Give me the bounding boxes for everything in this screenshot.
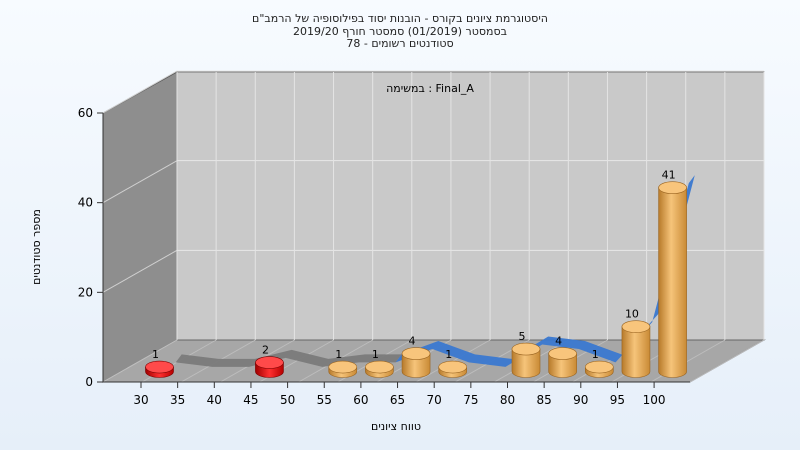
x-tick-label: 30 xyxy=(133,393,148,407)
bar-body xyxy=(548,353,577,378)
bar-cap xyxy=(438,360,468,374)
bar-cap xyxy=(401,347,431,360)
trend-ribbon-blue xyxy=(395,175,695,367)
x-tick-label: 75 xyxy=(463,393,478,407)
bar: 1 xyxy=(145,348,174,378)
bar-cap xyxy=(511,342,541,356)
x-tick-label: 40 xyxy=(207,393,222,407)
chart-title: היסטוגרמת ציונים בקורס - הובנות יסוד בפי… xyxy=(252,12,548,50)
bar-value-label: 5 xyxy=(519,330,526,343)
bar: 1 xyxy=(365,348,394,378)
bar: 2 xyxy=(255,344,284,378)
title-line-2: בסמסטר (01/2019) סמסטר חורף 2019/20 xyxy=(293,25,507,38)
bar-value-label: 41 xyxy=(662,169,676,182)
bar-value-label: 10 xyxy=(625,308,639,321)
bar-value-label: 4 xyxy=(555,335,562,348)
bar-value-label: 4 xyxy=(409,335,416,348)
x-tick-label: 55 xyxy=(317,393,332,407)
grid-line-y xyxy=(102,70,178,114)
bar: 10 xyxy=(621,308,651,378)
x-tick-label: 35 xyxy=(170,393,185,407)
y-axis-title: מספר סטודנטים xyxy=(30,209,43,285)
bar: 1 xyxy=(438,348,468,378)
bar-body xyxy=(658,187,687,378)
axes xyxy=(102,113,690,383)
bar-cap xyxy=(145,360,174,374)
bar-cap xyxy=(255,356,284,369)
bar-value-label: 1 xyxy=(335,348,342,361)
bar: 1 xyxy=(584,348,614,378)
bar-value-label: 1 xyxy=(445,348,452,361)
x-tick-label: 50 xyxy=(280,393,295,407)
grid-line-x xyxy=(689,339,765,383)
bar-body xyxy=(621,326,651,378)
bar-cap xyxy=(621,320,651,333)
x-tick-label: 70 xyxy=(427,393,442,407)
x-tick-label: 90 xyxy=(573,393,588,407)
bar: 4 xyxy=(401,335,431,378)
y-tick-label: 40 xyxy=(78,196,93,210)
bar-cap xyxy=(658,181,687,194)
bar-cap xyxy=(548,347,577,360)
title-line-1: היסטוגרמת ציונים בקורס - הובנות יסוד בפי… xyxy=(252,12,548,25)
bar-cap xyxy=(328,360,358,374)
x-tick-label: 60 xyxy=(353,393,368,407)
bar-value-label: 1 xyxy=(592,348,599,361)
x-tick-label: 80 xyxy=(500,393,515,407)
y-tick-label: 60 xyxy=(78,106,93,120)
bar-value-label: 1 xyxy=(152,348,159,361)
y-tick-label: 0 xyxy=(85,375,93,389)
bar: 5 xyxy=(511,330,541,378)
bar-cap xyxy=(584,360,614,374)
x-tick-label: 45 xyxy=(243,393,258,407)
assignment-annotation: במשימה : Final_A xyxy=(386,82,474,95)
title-line-3: סטודנטים רשומים - 78 xyxy=(346,37,453,50)
x-tick-label: 65 xyxy=(390,393,405,407)
bar: 41 xyxy=(658,169,687,378)
bar-value-label: 2 xyxy=(262,344,269,357)
x-axis-title: טווח ציונים xyxy=(371,420,421,433)
left-wall xyxy=(102,71,178,383)
bar-value-label: 1 xyxy=(372,348,379,361)
x-tick-label: 85 xyxy=(537,393,552,407)
bar-body xyxy=(401,353,431,378)
bar-body xyxy=(511,348,541,378)
grid-line-x xyxy=(102,339,178,383)
y-tick-label: 20 xyxy=(78,285,93,299)
bar-cap xyxy=(365,360,394,374)
bar: 4 xyxy=(548,335,577,378)
x-tick-label: 95 xyxy=(610,393,625,407)
bar: 1 xyxy=(328,348,358,378)
grid-line-y xyxy=(102,160,178,204)
grid-line-y xyxy=(102,249,178,293)
x-tick-label: 100 xyxy=(643,393,666,407)
